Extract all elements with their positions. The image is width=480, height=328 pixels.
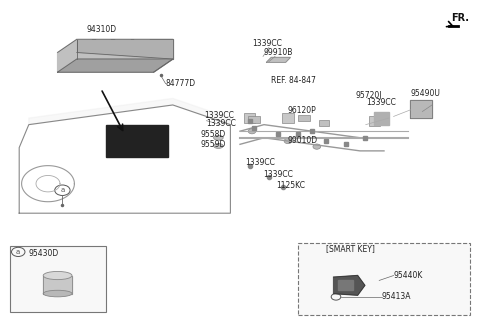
Polygon shape xyxy=(58,39,173,72)
Bar xyxy=(369,116,380,126)
Polygon shape xyxy=(338,280,353,290)
Bar xyxy=(298,115,310,121)
Bar xyxy=(282,113,294,123)
Text: a: a xyxy=(16,249,20,255)
Text: 96120P: 96120P xyxy=(287,106,316,115)
Polygon shape xyxy=(266,57,290,62)
Text: 1339CC: 1339CC xyxy=(252,39,282,48)
Bar xyxy=(298,243,470,315)
Text: 1339CC: 1339CC xyxy=(245,158,275,167)
Bar xyxy=(244,113,255,123)
Bar xyxy=(248,116,260,123)
Text: [SMART KEY]: [SMART KEY] xyxy=(326,244,375,253)
Text: 1339CC: 1339CC xyxy=(263,170,293,179)
Text: 95440K: 95440K xyxy=(394,271,423,280)
Text: 84777D: 84777D xyxy=(166,79,196,88)
Bar xyxy=(319,120,329,126)
Text: 1339CC: 1339CC xyxy=(204,111,234,120)
Ellipse shape xyxy=(43,290,72,297)
Ellipse shape xyxy=(43,271,72,279)
Circle shape xyxy=(284,138,292,144)
Text: 99910B: 99910B xyxy=(264,49,293,57)
Text: 95720J: 95720J xyxy=(355,91,382,100)
Text: 1125KC: 1125KC xyxy=(276,181,305,190)
Bar xyxy=(10,246,106,312)
Polygon shape xyxy=(106,125,168,157)
Text: 94310D: 94310D xyxy=(86,26,117,34)
Text: 1339CC: 1339CC xyxy=(206,119,236,128)
Text: a: a xyxy=(60,187,64,193)
Polygon shape xyxy=(58,59,173,72)
Circle shape xyxy=(248,129,256,134)
Text: 9558D: 9558D xyxy=(201,131,226,139)
Text: 95430D: 95430D xyxy=(29,249,59,258)
Polygon shape xyxy=(29,98,230,125)
Text: 9559D: 9559D xyxy=(201,140,226,149)
Text: REF. 84-847: REF. 84-847 xyxy=(271,76,316,85)
Text: 99010D: 99010D xyxy=(287,136,317,145)
Polygon shape xyxy=(334,276,365,295)
Ellipse shape xyxy=(214,135,223,140)
Polygon shape xyxy=(77,39,173,59)
Circle shape xyxy=(313,144,321,149)
Polygon shape xyxy=(374,112,389,125)
Text: FR.: FR. xyxy=(451,13,469,23)
Text: 1339CC: 1339CC xyxy=(366,98,396,107)
Text: 95490U: 95490U xyxy=(410,90,440,98)
Text: 95413A: 95413A xyxy=(382,292,411,301)
Polygon shape xyxy=(410,100,432,118)
Ellipse shape xyxy=(214,143,223,148)
Polygon shape xyxy=(43,276,72,294)
